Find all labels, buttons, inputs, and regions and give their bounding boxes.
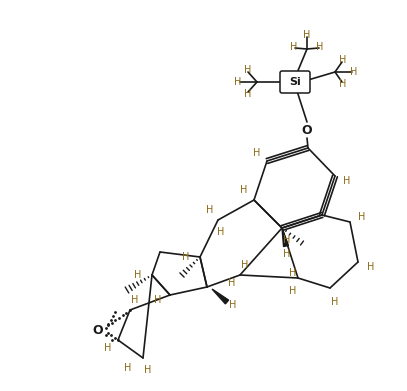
Text: H: H bbox=[350, 67, 358, 77]
Text: H: H bbox=[290, 42, 298, 52]
Text: H: H bbox=[229, 300, 237, 310]
Text: H: H bbox=[182, 252, 190, 262]
Text: H: H bbox=[339, 55, 347, 65]
Text: H: H bbox=[339, 79, 347, 89]
Text: H: H bbox=[289, 286, 297, 296]
Text: H: H bbox=[283, 235, 291, 245]
FancyBboxPatch shape bbox=[280, 71, 310, 93]
Text: H: H bbox=[367, 262, 375, 272]
Text: H: H bbox=[244, 65, 252, 75]
Text: H: H bbox=[283, 249, 291, 259]
Polygon shape bbox=[282, 228, 289, 247]
Text: H: H bbox=[228, 278, 236, 288]
Text: H: H bbox=[154, 295, 162, 305]
Text: H: H bbox=[124, 363, 132, 373]
Text: H: H bbox=[344, 176, 351, 186]
Text: H: H bbox=[289, 268, 297, 278]
Text: H: H bbox=[316, 42, 324, 52]
Text: H: H bbox=[240, 185, 248, 195]
Text: H: H bbox=[303, 30, 311, 40]
Polygon shape bbox=[212, 289, 229, 304]
Text: H: H bbox=[241, 260, 249, 270]
Text: H: H bbox=[131, 295, 139, 305]
Text: H: H bbox=[206, 205, 214, 215]
Text: H: H bbox=[217, 227, 225, 237]
Text: H: H bbox=[234, 77, 242, 87]
Text: O: O bbox=[93, 323, 103, 337]
Text: H: H bbox=[358, 212, 365, 222]
Text: H: H bbox=[144, 365, 152, 375]
Text: H: H bbox=[244, 89, 252, 99]
Text: H: H bbox=[134, 270, 142, 280]
Text: H: H bbox=[104, 343, 112, 353]
Text: H: H bbox=[331, 297, 339, 307]
Text: H: H bbox=[253, 148, 261, 158]
Text: O: O bbox=[302, 124, 312, 136]
Text: Si: Si bbox=[289, 77, 301, 87]
